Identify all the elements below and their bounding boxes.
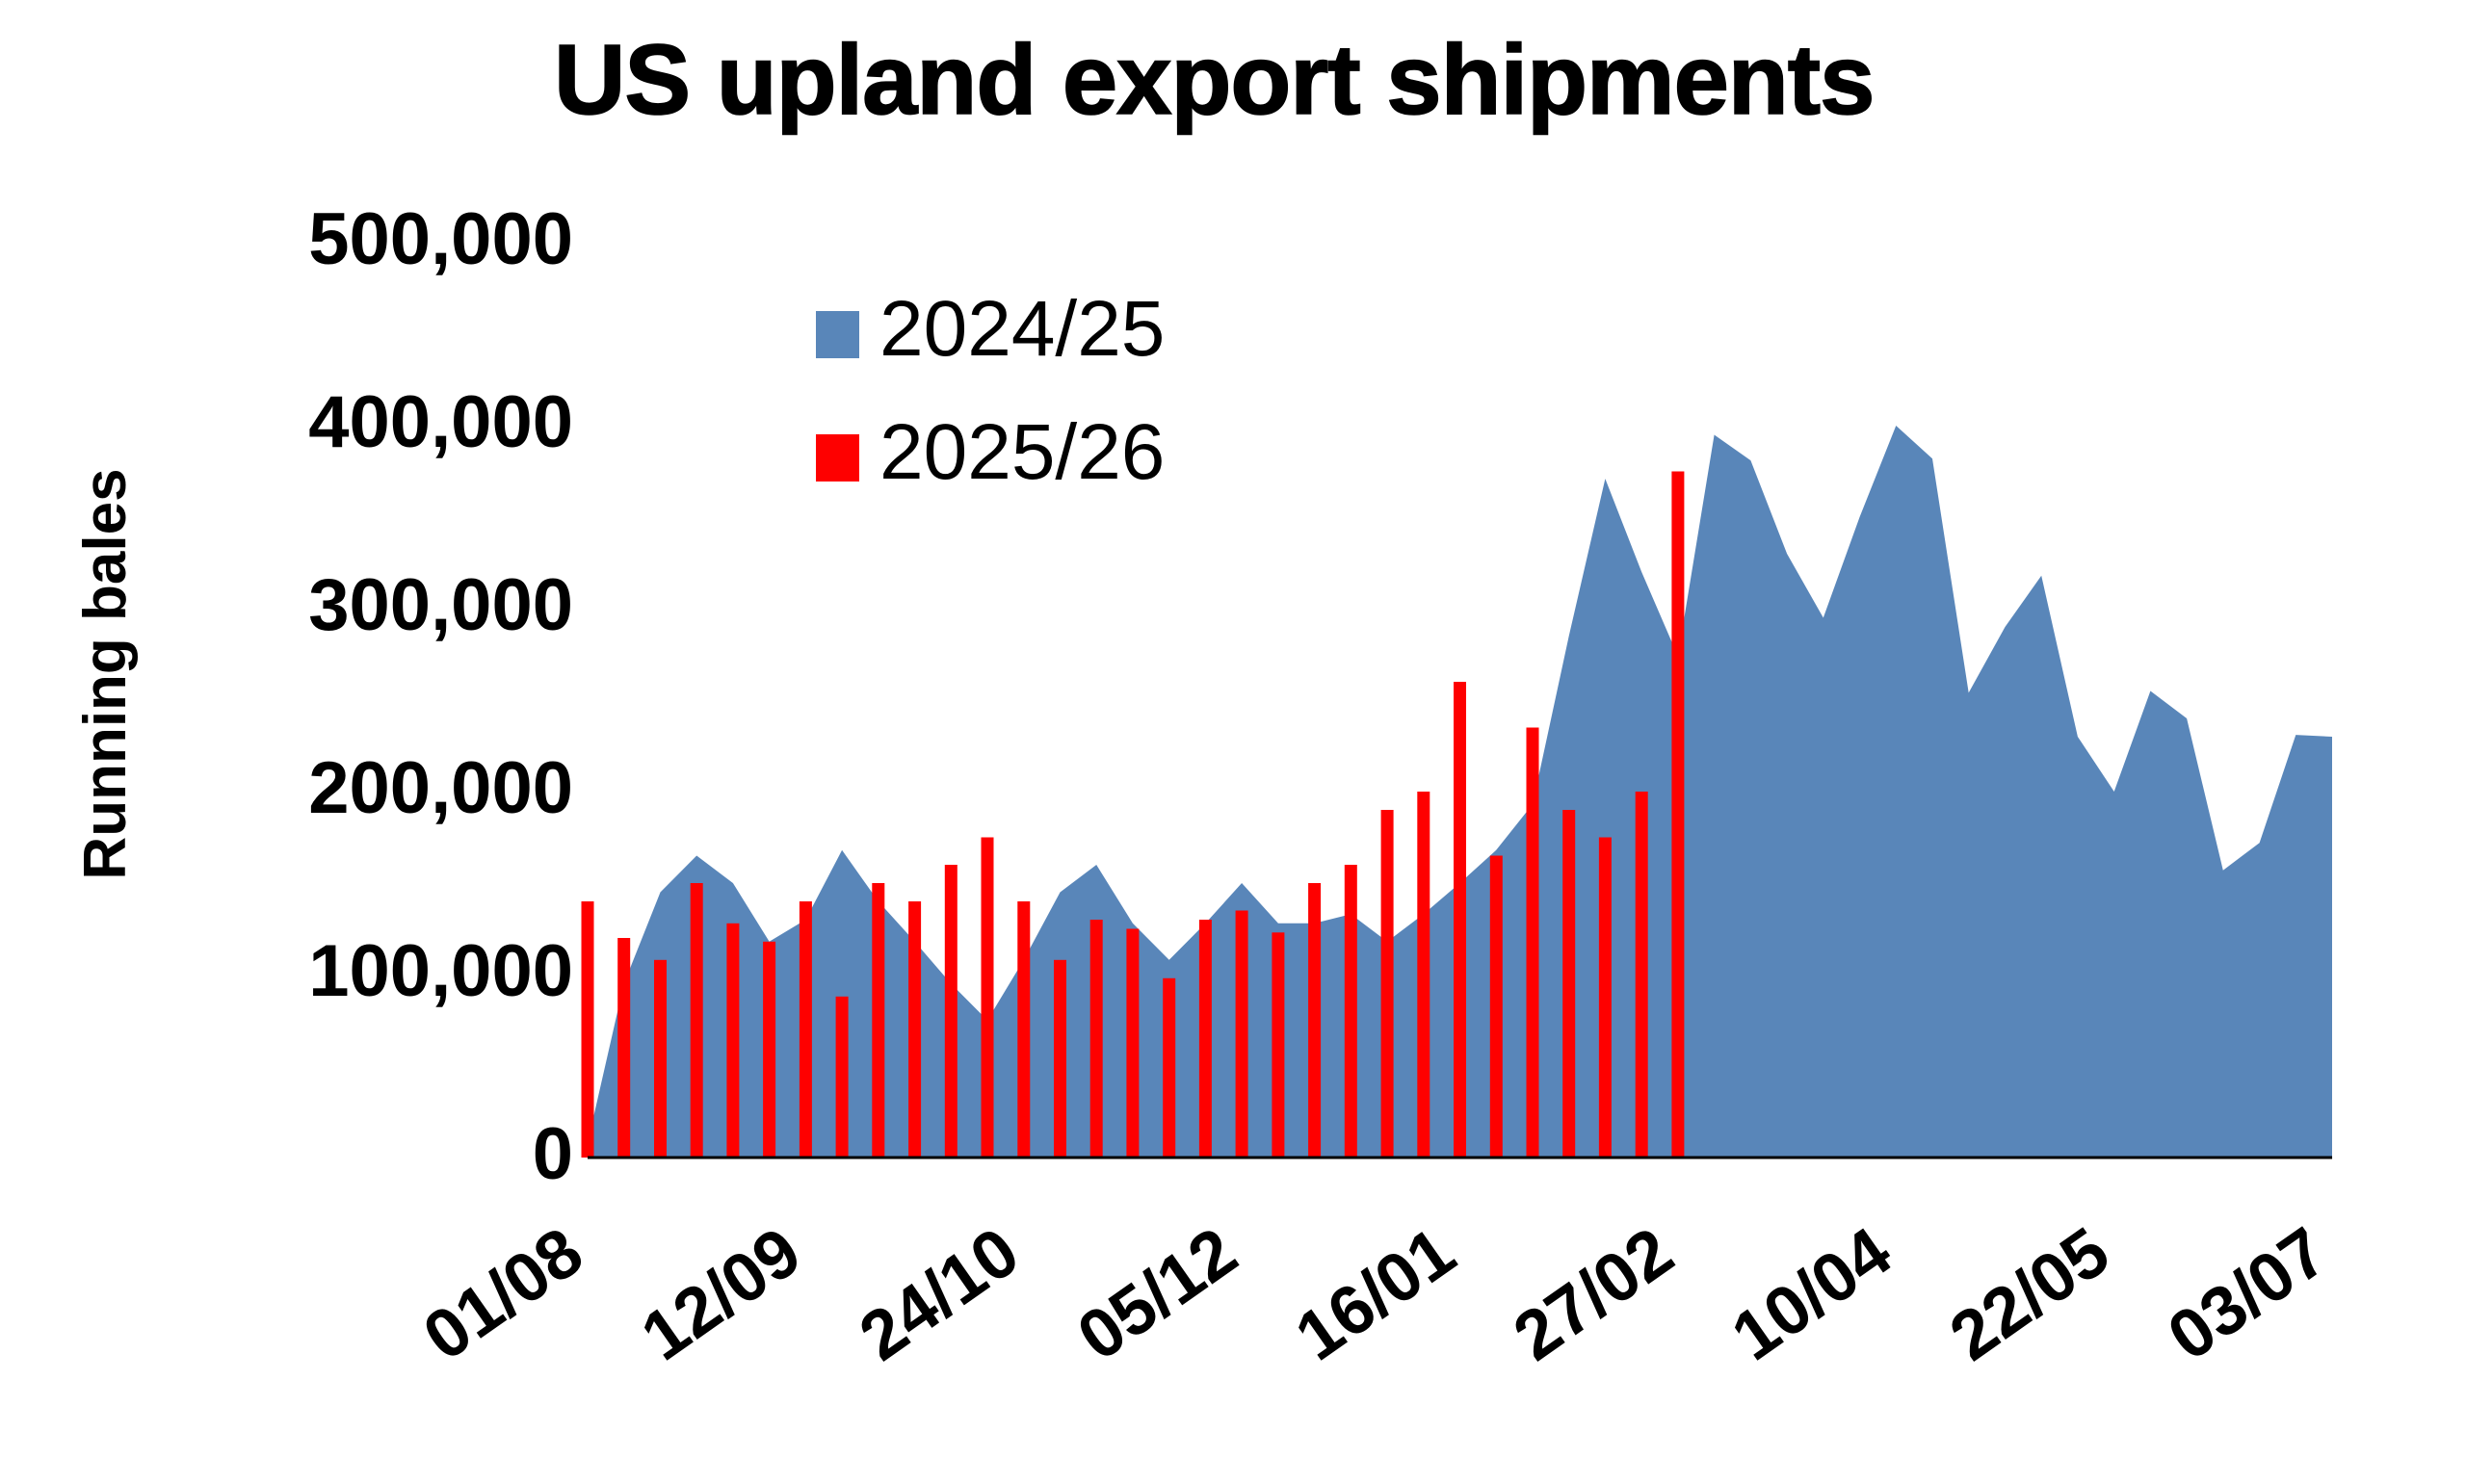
svg-text:100,000: 100,000 (308, 930, 573, 1012)
svg-text:500,000: 500,000 (308, 198, 573, 280)
svg-text:2024/25: 2024/25 (879, 285, 1165, 373)
svg-text:US upland export shipments: US upland export shipments (554, 24, 1874, 135)
svg-text:400,000: 400,000 (308, 381, 573, 463)
svg-text:0: 0 (533, 1113, 573, 1195)
svg-text:300,000: 300,000 (308, 564, 573, 646)
svg-text:200,000: 200,000 (308, 747, 573, 829)
svg-text:Running bales: Running bales (72, 468, 139, 879)
svg-text:2025/26: 2025/26 (879, 408, 1165, 496)
